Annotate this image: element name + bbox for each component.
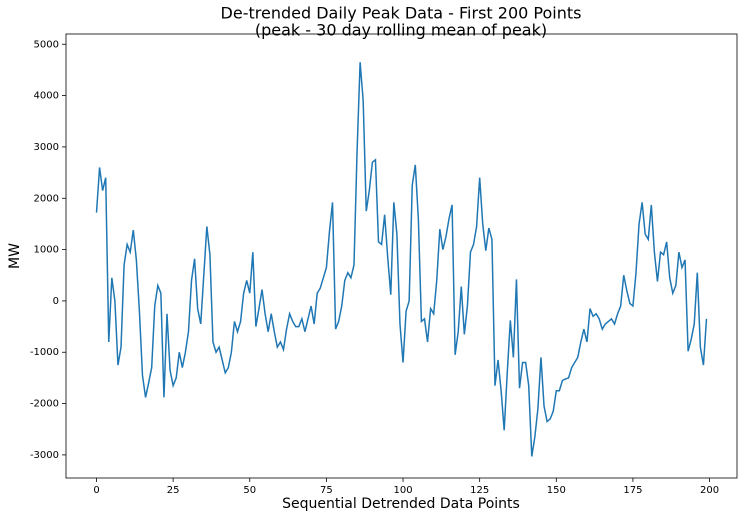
- x-tick-label: 150: [547, 485, 566, 496]
- x-tick-label: 0: [93, 485, 99, 496]
- y-tick-label: 5000: [34, 39, 59, 50]
- y-tick-label: 4000: [34, 91, 59, 102]
- y-tick-label: -1000: [30, 347, 59, 358]
- x-axis-label: Sequential Detrended Data Points: [282, 496, 520, 512]
- y-tick-label: -2000: [30, 399, 59, 410]
- chart-title: De-trended Daily Peak Data - First 200 P…: [221, 4, 582, 23]
- y-tick-label: 3000: [34, 142, 59, 153]
- x-tick-label: 100: [393, 485, 412, 496]
- axes-frame: [65, 33, 738, 479]
- x-tick-label: 50: [243, 485, 256, 496]
- x-tick-label: 200: [700, 485, 719, 496]
- y-axis-label: MW: [7, 243, 23, 269]
- y-tick-label: -3000: [30, 450, 59, 461]
- y-tick-label: 0: [53, 296, 59, 307]
- y-tick-label: 1000: [34, 245, 59, 256]
- data-line: [95, 62, 708, 457]
- x-tick-label: 175: [623, 485, 642, 496]
- chart-subtitle: (peak - 30 day rolling mean of peak): [255, 21, 547, 40]
- x-tick-label: 125: [470, 485, 489, 496]
- x-tick-label: 75: [320, 485, 333, 496]
- y-tick-label: 2000: [34, 193, 59, 204]
- x-tick-label: 25: [167, 485, 180, 496]
